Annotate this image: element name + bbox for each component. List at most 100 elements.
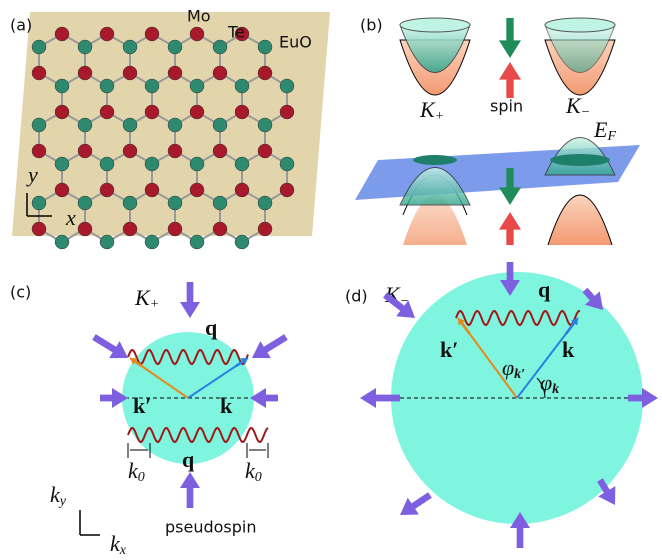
atom [279, 182, 295, 198]
vector-label: q [205, 315, 218, 340]
atom [189, 78, 205, 94]
atom [257, 117, 273, 133]
pseudospin-label: pseudospin [165, 518, 257, 537]
atom [234, 182, 250, 198]
atom [77, 195, 93, 211]
atom [167, 117, 183, 133]
atom [257, 39, 273, 55]
vector-label: q [182, 447, 195, 472]
atom [234, 104, 250, 120]
arrow [564, 318, 578, 335]
atom [31, 65, 47, 81]
substrate-label: EuO [279, 33, 312, 52]
atom [189, 182, 205, 198]
atom [144, 78, 160, 94]
arrow [235, 358, 248, 368]
arrow [252, 334, 288, 359]
atom [31, 221, 47, 237]
atom [54, 26, 70, 42]
arrow [597, 478, 616, 505]
angle-label: φk [540, 370, 559, 397]
atom [257, 65, 273, 81]
atom [77, 117, 93, 133]
atom [212, 65, 228, 81]
atom [31, 39, 47, 55]
panel-label: (d) [345, 287, 368, 306]
atom [144, 104, 160, 120]
atom [77, 143, 93, 159]
vector-label: k′ [133, 393, 151, 418]
arrow [180, 472, 200, 508]
atom [234, 78, 250, 94]
k0-label: k0 [128, 458, 145, 485]
atom [99, 182, 115, 198]
valley-label: K− [565, 93, 590, 120]
arrow [499, 168, 521, 205]
atom [99, 104, 115, 120]
atom [212, 143, 228, 159]
vector-label: k [220, 393, 233, 418]
atom [167, 195, 183, 211]
valley-label: K+ [134, 285, 159, 312]
arrow [100, 388, 128, 408]
panel-label: (c) [10, 283, 31, 302]
atom [189, 156, 205, 172]
atom [54, 104, 70, 120]
panel-label: (a) [10, 16, 32, 35]
arrow [500, 262, 520, 296]
arrow [400, 492, 432, 515]
atom [257, 195, 273, 211]
spin-label: spin [490, 97, 523, 116]
atom [99, 234, 115, 250]
atom [189, 26, 205, 42]
phonon-wave [127, 426, 269, 444]
atom [77, 65, 93, 81]
atom [99, 26, 115, 42]
atom [99, 156, 115, 172]
atom [122, 195, 138, 211]
atom [257, 143, 273, 159]
vector-label: q [538, 277, 551, 302]
atom [212, 221, 228, 237]
arrow [582, 287, 603, 310]
atom [279, 78, 295, 94]
atom [144, 182, 160, 198]
arrow [250, 388, 278, 408]
atom [234, 156, 250, 172]
atom [167, 39, 183, 55]
atom [279, 156, 295, 172]
atom [122, 221, 138, 237]
phonon-wave [455, 309, 581, 327]
angle-label: φk′ [502, 355, 525, 382]
atom [212, 195, 228, 211]
atom [212, 39, 228, 55]
lattice [31, 26, 295, 250]
atom [31, 195, 47, 211]
atom [234, 234, 250, 250]
arrow [499, 18, 521, 58]
arrow [180, 282, 200, 318]
atom [77, 39, 93, 55]
fermi-label: EF [593, 117, 616, 144]
atom [189, 104, 205, 120]
atom [167, 65, 183, 81]
axis-label: x [65, 205, 76, 230]
panel-label: (b) [360, 16, 383, 35]
arrow [92, 334, 128, 359]
atom [54, 182, 70, 198]
arrow [499, 62, 521, 98]
atom [122, 117, 138, 133]
axis-label: ky [50, 482, 67, 509]
atom-label: Mo [187, 7, 211, 26]
arrow [130, 358, 143, 368]
arrow [628, 388, 658, 408]
arrow [499, 212, 521, 245]
axis-label: kx [110, 531, 127, 558]
atom [122, 65, 138, 81]
valley-label: K+ [419, 97, 444, 124]
k0-label: k0 [245, 458, 262, 485]
axis-label: y [26, 162, 38, 187]
atom [257, 221, 273, 237]
atom [122, 143, 138, 159]
atom [167, 143, 183, 159]
